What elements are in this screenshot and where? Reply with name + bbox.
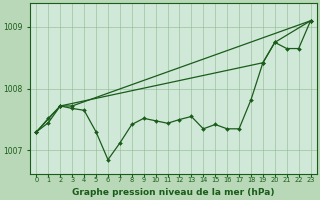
X-axis label: Graphe pression niveau de la mer (hPa): Graphe pression niveau de la mer (hPa)	[72, 188, 275, 197]
